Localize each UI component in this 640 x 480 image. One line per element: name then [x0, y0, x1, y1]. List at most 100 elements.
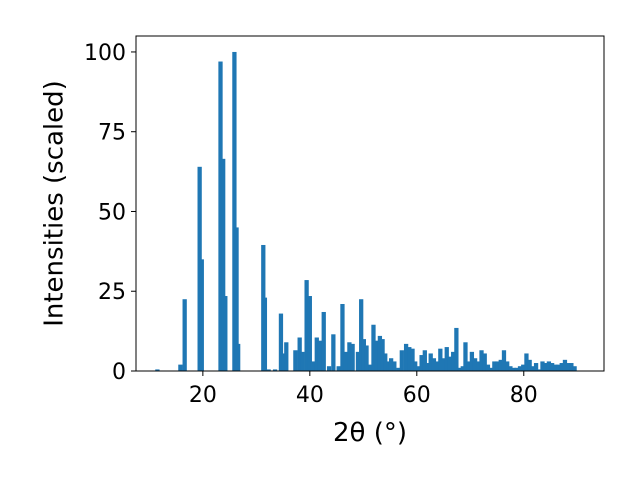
bar	[396, 367, 401, 371]
bar	[371, 324, 376, 371]
bar	[199, 259, 204, 371]
bar	[517, 366, 523, 371]
bar	[485, 364, 491, 371]
bar	[546, 361, 552, 371]
bar	[182, 299, 187, 371]
bar	[460, 366, 465, 371]
x-tick-label: 80	[510, 383, 538, 408]
bar	[218, 61, 223, 372]
x-tick-label: 20	[189, 383, 217, 408]
bar	[155, 369, 160, 371]
bar	[469, 351, 475, 371]
bar	[501, 350, 507, 371]
bar	[559, 363, 564, 371]
bar	[428, 353, 433, 371]
bar	[343, 351, 348, 371]
bar	[284, 342, 289, 371]
bar	[521, 364, 526, 371]
bar	[304, 280, 309, 371]
bar	[278, 313, 284, 371]
bar	[562, 359, 568, 371]
bar	[388, 358, 394, 371]
bar	[317, 340, 323, 371]
bar	[399, 350, 404, 371]
y-axis-ticks: 0 25 50 75 100	[84, 41, 136, 385]
bar	[457, 367, 462, 371]
bar	[454, 327, 459, 371]
y-tick-label: 75	[98, 121, 126, 146]
bar	[380, 339, 385, 371]
bar	[489, 367, 494, 371]
bar	[223, 296, 228, 371]
bar	[472, 358, 478, 371]
bar	[234, 227, 239, 371]
bar	[419, 355, 424, 371]
bar	[482, 353, 487, 371]
bar	[386, 361, 391, 371]
bar	[425, 363, 431, 371]
bar	[441, 358, 446, 371]
x-tick-label: 40	[296, 383, 324, 408]
bar	[543, 363, 548, 371]
bar	[266, 369, 271, 371]
bar	[232, 51, 237, 371]
bar	[326, 366, 332, 371]
bar	[297, 337, 302, 371]
bar	[569, 363, 574, 371]
bar	[383, 353, 388, 371]
bar	[221, 158, 226, 371]
bar	[321, 311, 326, 371]
bar	[431, 358, 437, 371]
y-tick-label: 25	[98, 280, 126, 305]
bar	[511, 367, 516, 371]
bar	[537, 369, 542, 371]
bar	[178, 364, 183, 371]
bar	[514, 367, 519, 371]
bar	[533, 363, 539, 371]
bar	[505, 361, 510, 371]
bar	[392, 361, 397, 371]
x-axis-ticks: 20 40 60 80	[189, 371, 538, 408]
bar	[361, 339, 366, 371]
bar	[416, 366, 421, 371]
bar	[540, 361, 545, 371]
bar	[314, 337, 319, 371]
bar	[364, 345, 369, 371]
bar	[377, 335, 383, 371]
x-axis-label: 2θ (°)	[333, 418, 407, 448]
bar	[281, 353, 286, 371]
bar	[549, 363, 555, 371]
plot-frame	[135, 35, 605, 372]
bar	[438, 348, 443, 371]
bar	[476, 361, 481, 371]
bar	[307, 296, 312, 371]
bar	[508, 366, 513, 371]
bar	[566, 363, 571, 371]
bar	[336, 366, 341, 371]
bar	[410, 348, 415, 371]
bar	[553, 364, 558, 371]
bar	[530, 366, 536, 371]
bar	[524, 353, 529, 371]
bar	[479, 350, 484, 371]
y-axis-label: Intensities (scaled)	[40, 80, 70, 327]
bar	[236, 343, 241, 371]
bars	[155, 51, 577, 372]
x-tick-label: 60	[403, 383, 431, 408]
bar	[498, 359, 503, 371]
bar	[434, 361, 440, 371]
bar	[340, 304, 345, 371]
bar	[527, 359, 532, 371]
y-tick-label: 50	[98, 200, 126, 225]
bar	[447, 356, 453, 371]
bar	[466, 361, 471, 371]
bar	[355, 351, 361, 371]
bar	[403, 343, 409, 371]
bar	[495, 361, 500, 371]
bar	[422, 350, 427, 371]
bar	[368, 364, 373, 371]
bar	[413, 361, 418, 371]
bar	[407, 347, 412, 371]
bar	[347, 342, 352, 371]
y-tick-label: 100	[84, 41, 126, 66]
